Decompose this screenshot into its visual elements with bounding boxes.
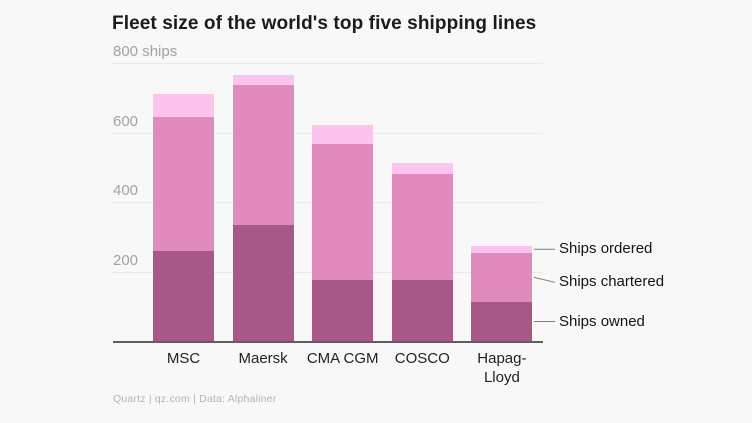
x-label-maersk: Maersk [238,350,288,367]
y-tick-label-400: 400 [113,182,139,199]
x-axis-line [113,340,543,343]
bar-msc-ships-ordered [153,94,214,117]
bar-maersk-ships-owned [232,225,294,341]
bar-cma-cgm-ships-ordered [312,124,374,145]
bar-hapag-lloyd-ships-owned [471,302,533,341]
bar-cma-cgm-ships-owned [312,279,374,341]
bar-cma-cgm-ships-chartered [312,144,374,280]
x-label-msc: MSC [166,350,201,367]
gridline-800 [112,63,543,64]
bar-cosco-ships-owned [391,279,453,341]
annotation-ships-chartered: Ships chartered [559,273,665,291]
y-tick-label-200: 200 [113,251,139,269]
bar-cosco-ships-chartered [391,174,453,280]
bar-hapag-lloyd-ships-ordered [471,245,533,253]
chart-title: Fleet size of the world's top five shipp… [112,13,537,34]
annotation-ships-ordered: Ships ordered [559,240,653,258]
bar-msc-ships-owned [153,250,214,341]
bar-maersk-ships-ordered [232,74,294,86]
bar-cosco-ships-ordered [391,163,453,175]
y-tick-label-600: 600 [113,112,139,130]
bar-maersk-ships-chartered [232,85,294,226]
y-tick-label-800: 800 ships [113,43,178,60]
annotation-ships-owned: Ships owned [559,312,645,330]
x-label-hapag-lloyd: Hapag-Lloyd [477,350,527,386]
bar-hapag-lloyd-ships-chartered [471,252,533,302]
source-credit: Quartz | qz.com | Data: Alphaliner [113,393,277,405]
bar-msc-ships-chartered [153,116,214,251]
x-label-cosco: COSCO [394,350,450,367]
x-label-cma-cgm: CMA CGM [306,350,379,367]
leader-line-ships-chartered [533,276,556,283]
